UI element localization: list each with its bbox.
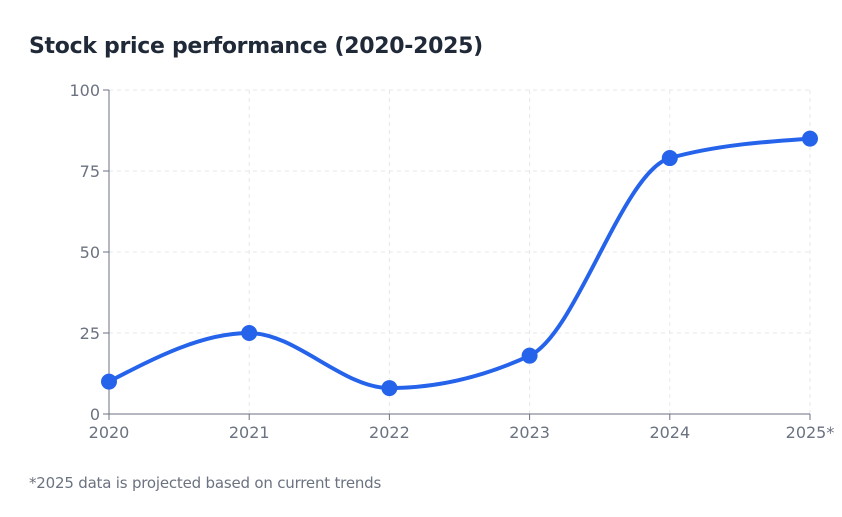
data-point: [802, 130, 818, 147]
y-tick-label: 100: [69, 81, 100, 100]
x-tick-label: 2025*: [786, 423, 835, 442]
data-point: [381, 380, 398, 397]
data-point: [241, 325, 258, 341]
chart-footnote: *2025 data is projected based on current…: [29, 474, 382, 492]
y-tick-label: 25: [80, 324, 100, 343]
x-tick-label: 2023: [509, 423, 550, 442]
y-tick-label: 0: [90, 405, 100, 424]
data-point: [521, 347, 538, 364]
series-line: [108, 136, 811, 391]
x-tick-label: 2022: [369, 423, 410, 442]
data-point: [661, 150, 678, 167]
data-point: [101, 373, 117, 390]
chart-title: Stock price performance (2020-2025): [29, 34, 483, 59]
x-tick-label: 2024: [649, 423, 690, 442]
y-tick-label: 75: [80, 162, 100, 181]
x-tick-label: 2020: [89, 423, 130, 442]
x-tick-label: 2021: [229, 423, 270, 442]
y-tick-label: 50: [80, 243, 100, 262]
